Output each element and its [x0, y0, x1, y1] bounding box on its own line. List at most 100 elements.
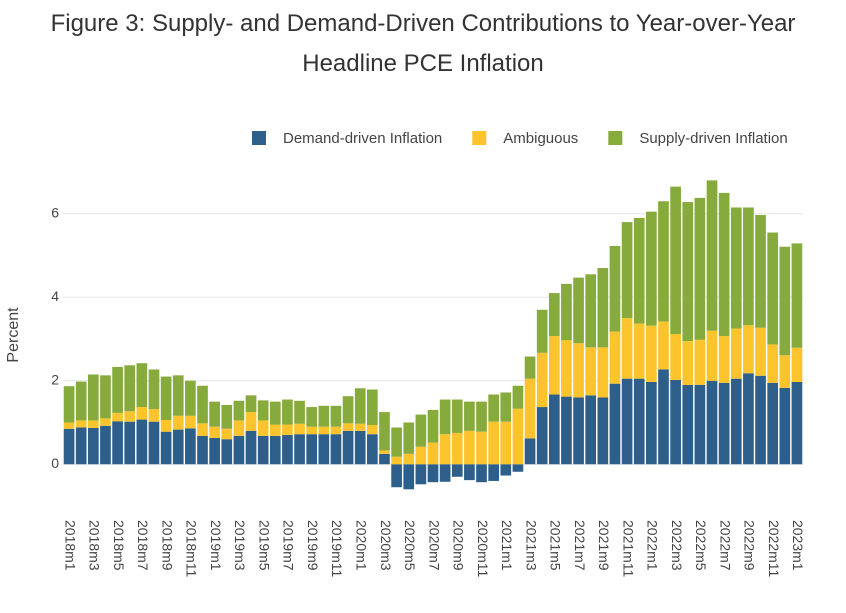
bar-segment — [791, 347, 803, 383]
y-axis-label: Percent — [5, 307, 22, 363]
bar-segment — [524, 378, 536, 439]
bar-segment — [306, 434, 318, 465]
bar-segment — [367, 425, 378, 435]
x-tick-label: 2019m1 — [208, 520, 224, 571]
bar-segment — [257, 420, 269, 436]
bar-segment — [75, 420, 87, 428]
bar-segment — [536, 407, 548, 465]
bar-segment — [646, 325, 657, 383]
chart-title: Figure 3: Supply- and Demand-Driven Cont… — [50, 10, 796, 77]
bar-segment — [524, 356, 536, 379]
bar-segment — [585, 347, 597, 396]
bar-segment — [294, 423, 305, 435]
bar-segment — [330, 434, 342, 465]
bar-segment — [730, 328, 742, 379]
bar-segment — [124, 365, 136, 412]
x-tick-label: 2019m5 — [256, 520, 272, 571]
bar-segment — [464, 464, 475, 481]
bar-segment — [658, 201, 669, 322]
bar-segment — [743, 373, 754, 465]
bar-segment — [160, 419, 172, 432]
x-tick-label: 2022m9 — [742, 520, 758, 571]
bar-segment — [257, 400, 269, 421]
bar-segment — [609, 331, 621, 384]
bar-segment — [488, 421, 499, 465]
bar-segment — [354, 430, 366, 465]
bar-segment — [391, 464, 402, 488]
bar-segment — [561, 283, 572, 341]
bar-segment — [87, 420, 99, 428]
x-tick-label: 2018m7 — [135, 520, 151, 571]
bar-segment — [609, 245, 621, 332]
bar-segment — [136, 407, 148, 420]
x-tick-label: 2018m5 — [111, 520, 127, 571]
bar-segment — [294, 400, 305, 424]
bar-segment — [573, 343, 584, 398]
x-tick-label: 2020m5 — [402, 520, 418, 571]
bar-segment — [124, 411, 136, 422]
x-tick-label: 2021m7 — [572, 520, 588, 571]
bar-segment — [75, 381, 87, 421]
bar-segment — [379, 412, 390, 451]
bar-segment — [257, 435, 269, 465]
bar-segment — [706, 330, 718, 381]
bar-segment — [791, 382, 803, 465]
bar-segment — [63, 422, 75, 429]
bar-segment — [451, 432, 463, 465]
bar-segment — [718, 382, 730, 465]
bar-segment — [743, 325, 754, 374]
bar-segment — [476, 401, 487, 432]
bar-segment — [233, 435, 245, 465]
bar-segment — [342, 430, 354, 465]
bar-segment — [185, 428, 196, 465]
bar-segment — [476, 431, 487, 465]
bar-segment — [621, 318, 633, 379]
bar-segment — [197, 435, 208, 465]
bar-segment — [318, 434, 330, 465]
legend-label: Ambiguous — [503, 130, 578, 147]
bar-segment — [488, 394, 499, 422]
bar-segment — [415, 464, 427, 485]
bar-segment — [63, 428, 75, 465]
bar-segment — [391, 427, 402, 457]
bar-segment — [561, 396, 572, 465]
bar-segment — [573, 397, 584, 465]
bar-segment — [609, 383, 621, 465]
bar-segment — [779, 387, 791, 465]
bar-segment — [427, 409, 439, 443]
x-tick-label: 2021m9 — [596, 520, 612, 571]
bar-segment — [755, 215, 766, 328]
bar-segment — [403, 464, 415, 490]
bar-segment — [439, 399, 451, 435]
x-tick-label: 2022m7 — [717, 520, 733, 571]
bar-segment — [512, 385, 524, 409]
bar-segment — [415, 446, 427, 465]
bar-segment — [439, 434, 451, 465]
x-tick-label: 2020m3 — [378, 520, 394, 571]
legend-label: Supply-driven Inflation — [639, 130, 787, 147]
bar-segment — [172, 415, 184, 430]
bar-segment — [342, 396, 354, 424]
bar-segment — [682, 384, 694, 465]
bar-segment — [439, 464, 451, 482]
bar-segment — [367, 389, 378, 426]
bar-segment — [87, 374, 99, 421]
x-tick-label: 2018m3 — [87, 520, 103, 571]
bar-segment — [621, 222, 633, 319]
legend-label: Demand-driven Inflation — [283, 130, 442, 147]
x-tick-label: 2019m11 — [329, 520, 345, 578]
bar-segment — [548, 394, 560, 465]
bar-segment — [100, 418, 111, 426]
bar-segment — [548, 336, 560, 395]
bar-segment — [427, 442, 439, 465]
x-tick-label: 2019m3 — [232, 520, 248, 571]
bar-segment — [694, 197, 706, 340]
bar-segment — [172, 429, 184, 465]
x-tick-label: 2020m7 — [426, 520, 442, 571]
bar-segment — [112, 412, 123, 422]
bar-segment — [670, 379, 681, 465]
bar-segment — [791, 243, 803, 348]
bar-segment — [160, 376, 172, 420]
bar-segment — [197, 385, 208, 424]
